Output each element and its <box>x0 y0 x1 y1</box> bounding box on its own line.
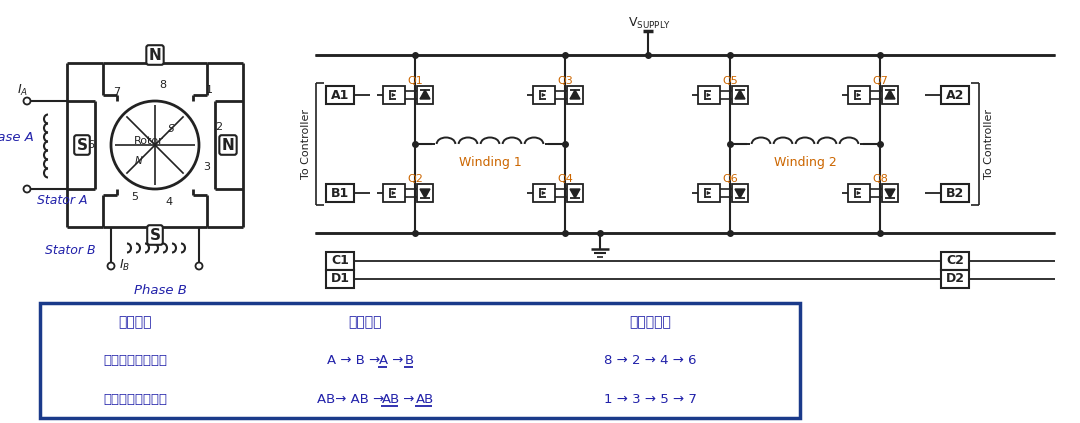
Bar <box>732 86 748 104</box>
Text: →: → <box>399 393 419 406</box>
Text: 2: 2 <box>215 122 222 132</box>
Text: AB→ AB →: AB→ AB → <box>318 393 384 406</box>
Text: 8 → 2 → 4 → 6: 8 → 2 → 4 → 6 <box>604 354 697 366</box>
Text: AB: AB <box>382 393 401 406</box>
Bar <box>534 184 555 202</box>
Polygon shape <box>420 90 430 99</box>
Text: 电气角位置: 电气角位置 <box>629 315 671 329</box>
Text: 4: 4 <box>165 197 173 207</box>
Text: 1: 1 <box>205 85 213 95</box>
Bar <box>698 86 720 104</box>
Text: AB: AB <box>416 393 434 406</box>
Text: Q8: Q8 <box>872 174 888 184</box>
Bar <box>534 86 555 104</box>
Polygon shape <box>570 189 580 198</box>
Circle shape <box>111 101 199 189</box>
Bar <box>882 184 897 202</box>
Text: 6: 6 <box>87 140 95 150</box>
Bar <box>848 86 870 104</box>
Text: A → B →: A → B → <box>327 354 384 366</box>
Text: N: N <box>149 47 161 63</box>
Text: 7: 7 <box>113 87 121 97</box>
Text: To Controller: To Controller <box>984 109 994 179</box>
Bar <box>40 303 800 418</box>
Text: Q6: Q6 <box>723 174 738 184</box>
Text: Winding 1: Winding 1 <box>459 156 522 168</box>
Text: →: → <box>388 354 407 366</box>
Text: Rotor: Rotor <box>134 136 164 146</box>
Bar <box>417 184 433 202</box>
Text: $I_B$: $I_B$ <box>120 258 131 272</box>
Polygon shape <box>420 189 430 198</box>
Text: Q1: Q1 <box>407 76 423 86</box>
Text: 步进模式: 步进模式 <box>118 315 152 329</box>
Bar <box>383 184 405 202</box>
Bar <box>326 270 354 288</box>
Text: Winding 2: Winding 2 <box>773 156 836 168</box>
Bar <box>698 184 720 202</box>
Text: 5: 5 <box>132 192 138 202</box>
Text: N: N <box>221 137 234 153</box>
Bar <box>417 86 433 104</box>
Polygon shape <box>885 90 895 99</box>
Text: Q7: Q7 <box>872 76 888 86</box>
Bar <box>326 184 354 202</box>
Bar <box>941 86 969 104</box>
Text: N: N <box>135 156 143 166</box>
Text: A: A <box>379 354 388 366</box>
Text: S: S <box>149 228 161 242</box>
Text: Phase B: Phase B <box>134 283 187 297</box>
Text: 通电顺序: 通电顺序 <box>348 315 381 329</box>
Bar <box>326 252 354 270</box>
Text: Q4: Q4 <box>557 174 572 184</box>
Text: Stator B: Stator B <box>45 244 96 256</box>
Text: 1 → 3 → 5 → 7: 1 → 3 → 5 → 7 <box>604 393 697 406</box>
Text: B1: B1 <box>330 187 349 200</box>
Bar <box>882 86 897 104</box>
Bar <box>941 270 969 288</box>
Text: Stator A: Stator A <box>37 193 87 206</box>
Text: V$_{\sf SUPPLY}$: V$_{\sf SUPPLY}$ <box>629 16 672 30</box>
Text: Q5: Q5 <box>723 76 738 86</box>
Bar <box>567 86 583 104</box>
Text: To Controller: To Controller <box>301 109 311 179</box>
Bar <box>848 184 870 202</box>
Bar <box>941 184 969 202</box>
Text: C2: C2 <box>946 255 964 267</box>
Text: B: B <box>405 354 414 366</box>
Text: Q3: Q3 <box>557 76 572 86</box>
Bar <box>326 86 354 104</box>
Text: A1: A1 <box>330 88 349 102</box>
Polygon shape <box>735 189 745 198</box>
Text: Phase A: Phase A <box>0 131 33 143</box>
Text: C1: C1 <box>332 255 349 267</box>
Bar <box>567 184 583 202</box>
Bar <box>941 252 969 270</box>
Polygon shape <box>570 90 580 99</box>
Polygon shape <box>885 189 895 198</box>
Text: $I_A$: $I_A$ <box>17 82 28 98</box>
Text: S: S <box>167 124 174 134</box>
Text: S: S <box>77 137 87 153</box>
Text: D1: D1 <box>330 272 350 286</box>
Bar <box>383 86 405 104</box>
Text: D2: D2 <box>945 272 964 286</box>
Text: 3: 3 <box>203 162 211 172</box>
Text: 单相励磁整步模式: 单相励磁整步模式 <box>103 354 167 366</box>
Polygon shape <box>735 90 745 99</box>
Text: A2: A2 <box>946 88 964 102</box>
Bar <box>732 184 748 202</box>
Text: B2: B2 <box>946 187 964 200</box>
Text: Q2: Q2 <box>407 174 423 184</box>
Text: 8: 8 <box>160 80 166 90</box>
Text: 双向励磁整部模式: 双向励磁整部模式 <box>103 393 167 406</box>
